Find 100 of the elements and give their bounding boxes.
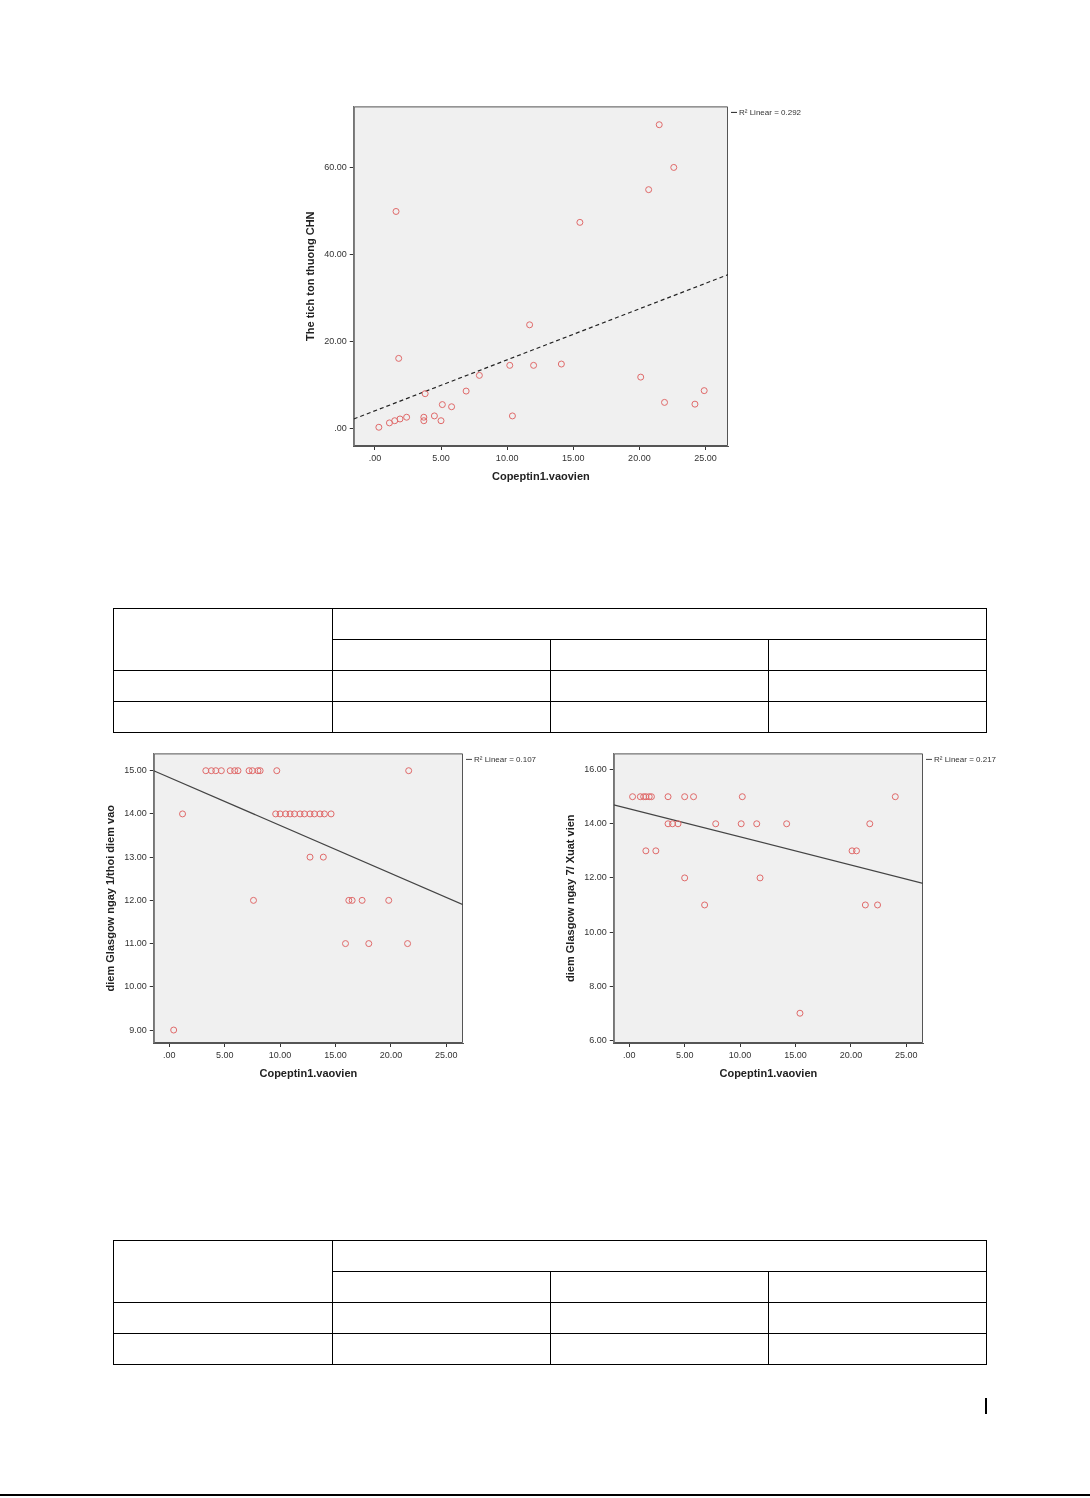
point (437, 417, 445, 425)
y-tick-label: 20.00 (324, 336, 347, 347)
point (392, 207, 400, 215)
point (202, 767, 210, 775)
point (421, 390, 429, 398)
point (448, 403, 456, 411)
point (738, 793, 746, 801)
point (462, 387, 470, 395)
point (342, 940, 349, 948)
point (642, 847, 650, 855)
point (636, 793, 644, 801)
point (391, 417, 399, 425)
x-tick-label: 10.00 (268, 1049, 292, 1060)
point (212, 767, 220, 775)
x-tick-label: 25.00 (895, 1049, 918, 1060)
point (670, 163, 678, 171)
text: R² Linear = 0.107 (474, 754, 537, 764)
point (848, 847, 856, 855)
y-tick-label: 6.00 (589, 1034, 607, 1045)
point (405, 767, 413, 775)
point (245, 767, 253, 775)
x-tick-label: 15.00 (784, 1049, 807, 1060)
point (327, 810, 335, 818)
y-tick-label: 10.00 (584, 926, 607, 937)
point (629, 793, 637, 801)
y-axis-title: diem Glasgow ngay 7/ Xuat vien (563, 814, 576, 982)
y-tick-label: 14.00 (124, 808, 147, 819)
x-tick-label: .00 (622, 1049, 636, 1060)
x-tick-label: 5.00 (432, 452, 450, 463)
y-tick-label: 10.00 (124, 981, 147, 992)
point (506, 361, 514, 369)
point (737, 820, 745, 828)
y-tick-label: 12.00 (124, 894, 147, 905)
point (282, 810, 290, 818)
point (700, 387, 708, 395)
point (179, 810, 187, 818)
y-axis-title: diem Glasgow ngay 1/thoi diem vao (103, 804, 116, 992)
x-tick-label: 25.00 (694, 452, 717, 463)
y-tick-label: 15.00 (124, 765, 147, 776)
point (217, 767, 225, 775)
point (365, 940, 373, 948)
point (691, 400, 699, 408)
point (668, 820, 676, 828)
text: R² Linear = 0.217 (934, 754, 997, 764)
point (249, 896, 257, 904)
y-tick-label: 14.00 (584, 818, 607, 829)
point (526, 321, 534, 329)
point (681, 874, 689, 882)
point (681, 793, 689, 801)
point (557, 360, 565, 368)
x-tick-label: 20.00 (839, 1049, 863, 1060)
point (712, 820, 720, 828)
point (375, 423, 383, 431)
point (664, 793, 672, 801)
x-tick-label: 25.00 (435, 1049, 458, 1060)
point (286, 810, 294, 818)
point (306, 810, 314, 818)
y-tick-label: 40.00 (324, 249, 347, 260)
y-tick-label: 60.00 (324, 161, 347, 172)
point (395, 354, 403, 362)
point (420, 413, 428, 421)
point (273, 767, 281, 775)
y-axis-title: The tich ton thuong CHN (303, 211, 316, 341)
point (345, 896, 353, 904)
point (661, 398, 669, 406)
y-tick-label: .00 (334, 423, 347, 434)
point (701, 901, 709, 909)
point (272, 810, 280, 818)
point (655, 121, 663, 129)
point (396, 415, 404, 423)
x-axis-title: Copeptin1.vaovien (719, 1067, 818, 1080)
point (310, 810, 318, 818)
point (385, 419, 393, 427)
point (866, 820, 874, 828)
point (300, 810, 308, 818)
point (475, 371, 483, 379)
point (652, 847, 660, 855)
point (348, 896, 356, 904)
point (170, 1026, 178, 1034)
x-tick-label: .00 (162, 1049, 176, 1060)
x-tick-label: 10.00 (728, 1049, 752, 1060)
x-tick-label: 5.00 (675, 1049, 694, 1060)
y-tick-label: 11.00 (124, 938, 147, 949)
x-axis-title: Copeptin1.vaovien (259, 1067, 358, 1080)
x-tick-label: 15.00 (562, 452, 585, 463)
point (664, 820, 672, 828)
point (508, 412, 516, 420)
point (248, 767, 256, 775)
point (645, 186, 653, 194)
x-tick-label: 5.00 (215, 1049, 234, 1060)
point (430, 412, 438, 420)
point (291, 810, 298, 818)
point (420, 417, 428, 425)
point (753, 820, 761, 828)
x-tick-label: 20.00 (628, 452, 651, 463)
point (226, 767, 234, 775)
point (319, 853, 327, 861)
point (530, 361, 538, 369)
point (403, 413, 411, 421)
point (891, 793, 899, 801)
